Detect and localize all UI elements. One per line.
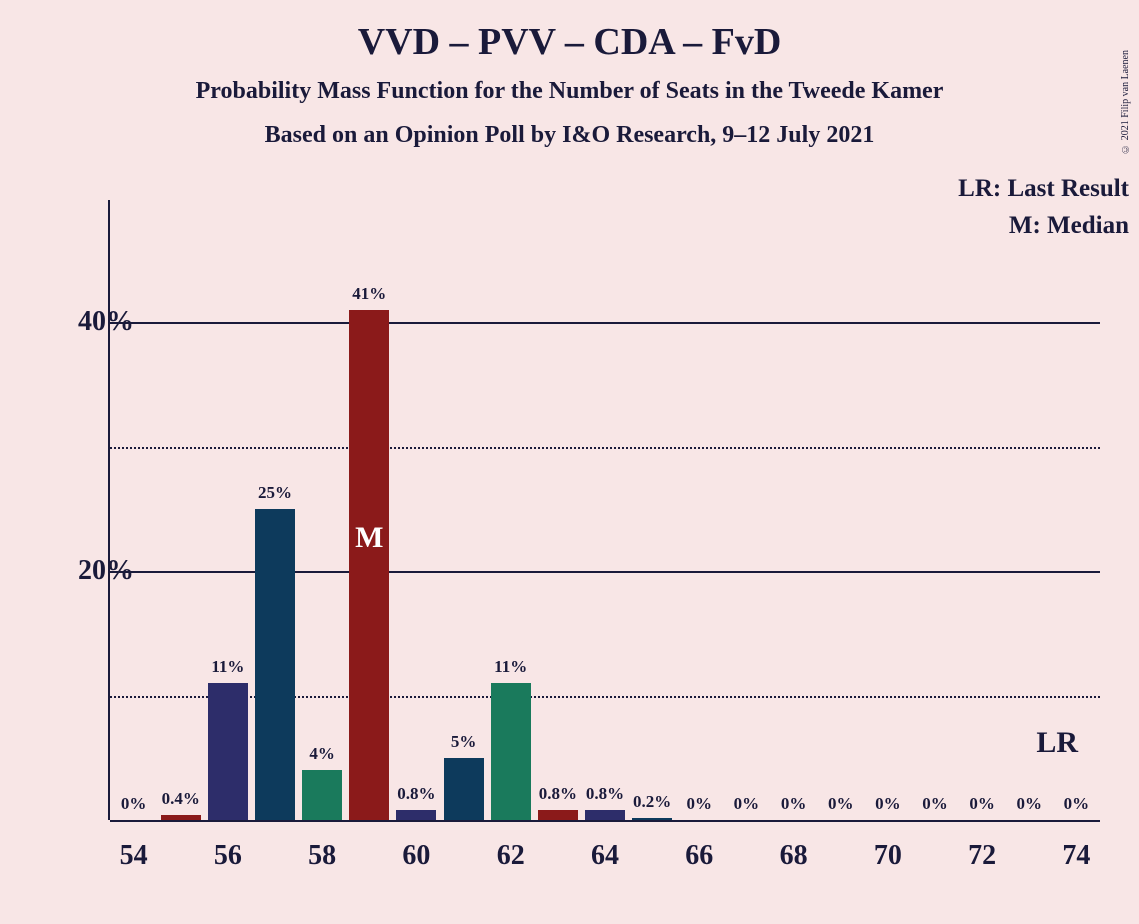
bar (255, 509, 295, 820)
gridline-major (110, 322, 1100, 324)
bar-value-label: 0.8% (539, 784, 577, 804)
bar-value-label: 0.8% (586, 784, 624, 804)
x-tick-label: 72 (968, 840, 996, 872)
bar-value-label: 0.8% (397, 784, 435, 804)
bar (632, 818, 672, 820)
bar-value-label: 0.4% (162, 789, 200, 809)
gridline-minor (110, 447, 1100, 449)
y-tick-label: 40% (78, 306, 134, 338)
bar-value-label: 0% (828, 794, 854, 814)
bar-value-label: 25% (258, 483, 292, 503)
x-tick-label: 58 (308, 840, 336, 872)
x-tick-label: 60 (402, 840, 430, 872)
bar-value-label: 0% (781, 794, 807, 814)
x-tick-label: 66 (685, 840, 713, 872)
x-tick-label: 54 (120, 840, 148, 872)
y-axis-line (108, 200, 110, 820)
bar-value-label: 0% (969, 794, 995, 814)
x-axis-line (110, 820, 1100, 822)
bar (161, 815, 201, 820)
bar (396, 810, 436, 820)
bar-value-label: 0% (922, 794, 948, 814)
bar (349, 310, 389, 820)
bar (491, 683, 531, 820)
bar-value-label: 4% (309, 744, 335, 764)
legend-lr: LR: Last Result (958, 175, 1129, 203)
chart-container: VVD – PVV – CDA – FvD Probability Mass F… (0, 0, 1139, 924)
bar (302, 770, 342, 820)
bar-value-label: 0% (734, 794, 760, 814)
bar (444, 758, 484, 820)
bar (585, 810, 625, 820)
bar-value-label: 5% (451, 732, 477, 752)
bar-value-label: 0.2% (633, 792, 671, 812)
bar-value-label: 11% (211, 657, 244, 677)
x-tick-label: 64 (591, 840, 619, 872)
bar-value-label: 0% (121, 794, 147, 814)
x-tick-label: 56 (214, 840, 242, 872)
y-tick-label: 20% (78, 555, 134, 587)
bar (538, 810, 578, 820)
bar (208, 683, 248, 820)
x-tick-label: 62 (497, 840, 525, 872)
chart-subtitle-2: Based on an Opinion Poll by I&O Research… (0, 122, 1139, 149)
bar-value-label: 0% (687, 794, 713, 814)
plot-area: 0% 0.4% 11% 25% 4% 41% M 0.8% 5% 11% 0.8% 0.8% 0.2% 0… (110, 260, 1100, 820)
x-tick-label: 74 (1062, 840, 1090, 872)
chart-subtitle-1: Probability Mass Function for the Number… (0, 78, 1139, 105)
lr-marker: LR (1036, 726, 1078, 760)
bar-value-label: 0% (1017, 794, 1043, 814)
x-tick-label: 70 (874, 840, 902, 872)
bar-value-label: 11% (494, 657, 527, 677)
bar-value-label: 41% (352, 284, 386, 304)
x-tick-label: 68 (780, 840, 808, 872)
chart-title: VVD – PVV – CDA – FvD (0, 20, 1139, 64)
median-marker: M (355, 521, 383, 555)
copyright-text: © 2021 Filip van Laenen (1120, 50, 1131, 154)
legend-m: M: Median (1009, 212, 1129, 240)
bar-value-label: 0% (875, 794, 901, 814)
bar-value-label: 0% (1064, 794, 1090, 814)
